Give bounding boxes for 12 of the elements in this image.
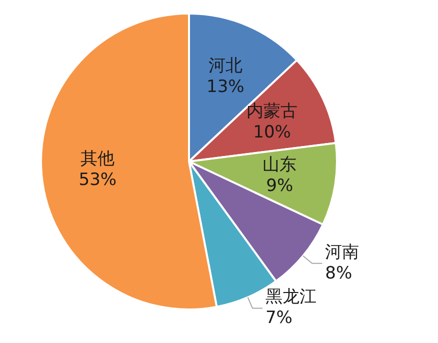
slice-label: 其他 — [80, 149, 115, 170]
data-label: 53% — [78, 170, 117, 190]
data-label: 13% — [206, 77, 244, 98]
data-label: 9% — [266, 176, 294, 196]
slice-label: 黑龙江 — [265, 287, 316, 308]
data-label: 8% — [325, 263, 352, 284]
data-label: 7% — [265, 308, 292, 328]
slice-label: 内蒙古 — [246, 101, 298, 122]
slice-label: 河南 — [325, 242, 360, 262]
slice-label: 河北 — [208, 56, 242, 76]
data-label: 10% — [253, 122, 291, 142]
slice-label: 山东 — [262, 154, 297, 175]
